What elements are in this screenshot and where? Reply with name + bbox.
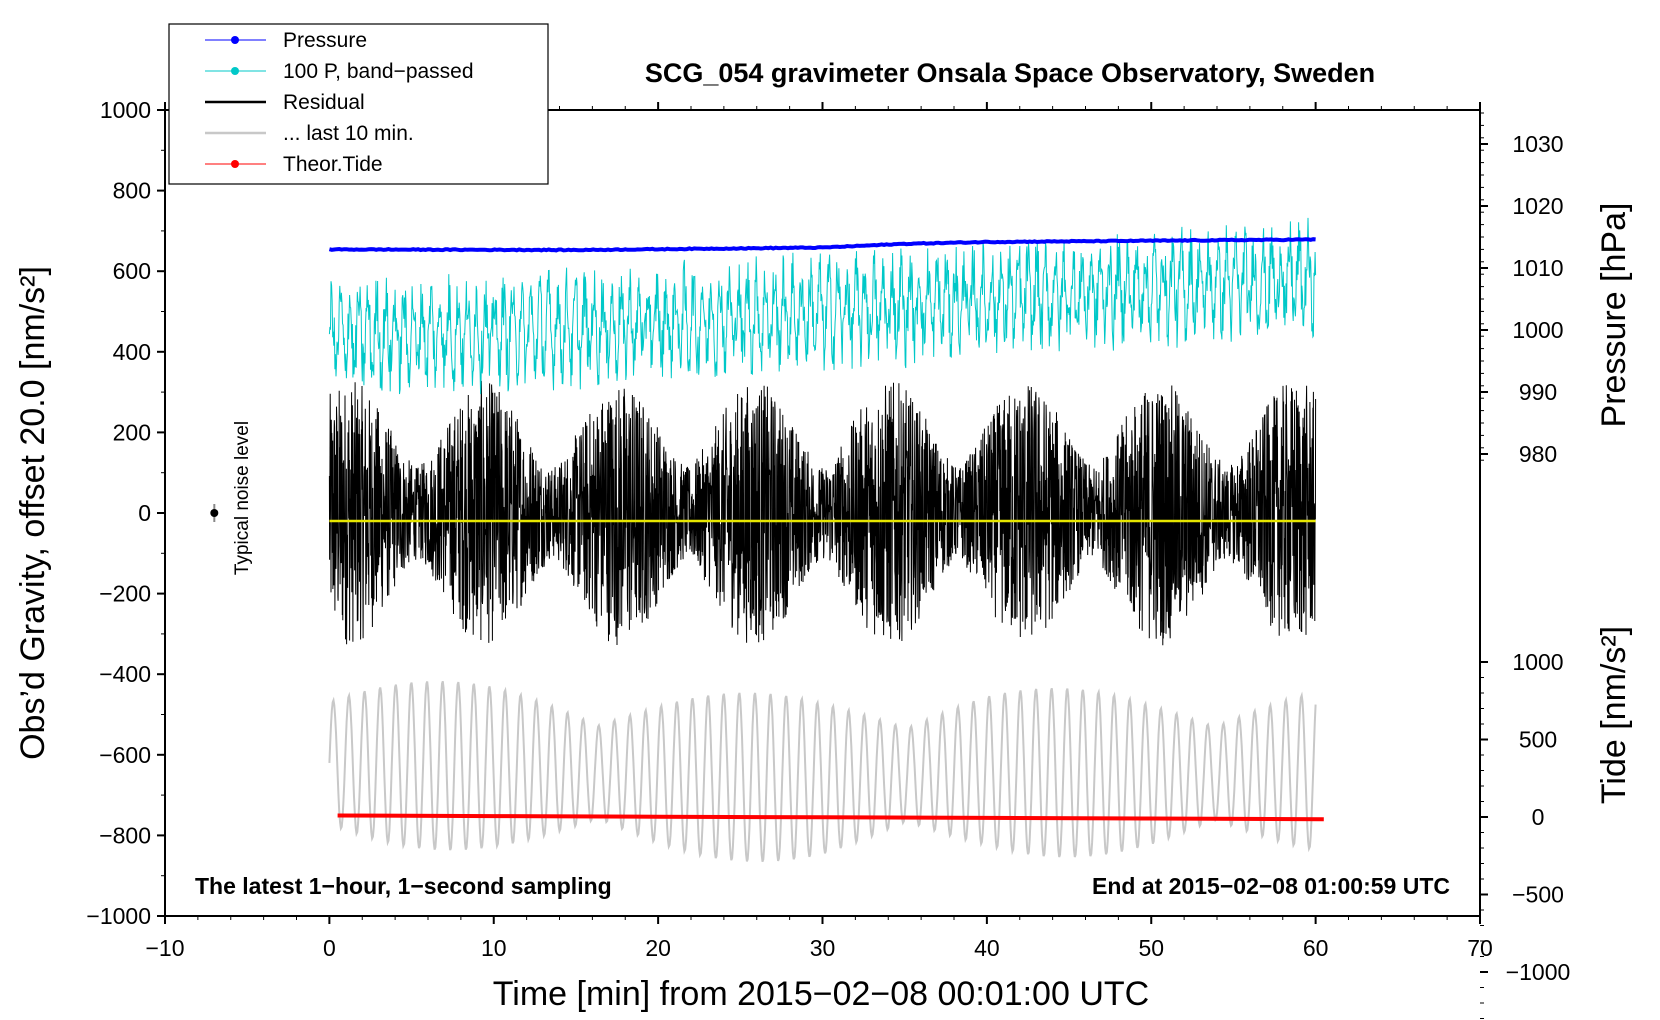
- legend-label-residual: Residual: [283, 91, 365, 114]
- y-tick-label: −400: [99, 661, 151, 687]
- legend-label-last-10-min: ... last 10 min.: [283, 122, 414, 145]
- chart-title: SCG_054 gravimeter Onsala Space Observat…: [645, 58, 1375, 88]
- theor-tide-line: [337, 813, 1324, 822]
- legend-box: [168, 23, 549, 185]
- noise-dot: [210, 509, 219, 517]
- legend-entry-pressure: Pressure: [205, 29, 367, 52]
- x-tick-label: 60: [1303, 935, 1329, 961]
- y-axis-label-tide: Tide [nm/s²]: [1595, 626, 1633, 804]
- x-tick-label: 70: [1467, 935, 1493, 961]
- x-tick-label: 30: [810, 935, 836, 961]
- y-tick-label: −800: [99, 822, 151, 848]
- x-axis-label: Time [min] from 2015−02−08 00:01:00 UTC: [493, 975, 1149, 1013]
- legend-label-band-passed: 100 P, band−passed: [283, 60, 474, 83]
- legend-entry-band-passed: 100 P, band−passed: [205, 60, 474, 83]
- y-tick-label: 400: [113, 339, 151, 365]
- x-tick-label: 10: [481, 935, 507, 961]
- legend-marker-band-passed: [231, 67, 239, 75]
- y-tick-label: −600: [99, 742, 151, 768]
- legend-marker-pressure: [231, 36, 239, 44]
- x-tick-label: 50: [1138, 935, 1164, 961]
- legend-marker-theor-tide: [231, 160, 239, 168]
- x-tick-label: 20: [645, 935, 671, 961]
- x-tick-label: 0: [323, 935, 336, 961]
- y-axis-label-pressure: Pressure [hPa]: [1595, 203, 1633, 428]
- pressure-tick-label: 1030: [1512, 131, 1563, 157]
- tide-tick-label: −1000: [1506, 959, 1571, 985]
- tide-tick-label: 1000: [1512, 649, 1563, 675]
- y-axis-left: 1000 800 600 400 200 0 −200 −400 −600 −800 −1000: [86, 97, 165, 929]
- y-tick-label: 1000: [100, 97, 151, 123]
- y-tick-label: 600: [113, 258, 151, 284]
- series-theor-tide: [337, 813, 1324, 822]
- pressure-tick-label: 990: [1519, 379, 1557, 405]
- pressure-tick-label: 1010: [1512, 255, 1563, 281]
- tide-tick-label: 0: [1532, 804, 1545, 830]
- legend-label-theor-tide: Theor.Tide: [283, 153, 383, 176]
- x-tick-label: 40: [974, 935, 1000, 961]
- y-tick-label: 200: [113, 419, 151, 445]
- y-tick-label: −200: [99, 581, 151, 607]
- y-tick-label: −1000: [86, 903, 151, 929]
- legend-entry-theor-tide: Theor.Tide: [205, 153, 383, 176]
- noise-marker: Typical noise level: [210, 421, 253, 575]
- pressure-tick-label: 980: [1519, 441, 1557, 467]
- pressure-line: [328, 237, 1316, 253]
- series-last-10-min: [328, 680, 1317, 863]
- legend: Pressure 100 P, band−passed Residual ...…: [168, 23, 549, 185]
- noise-label: Typical noise level: [232, 421, 253, 575]
- residual-line: [328, 380, 1317, 646]
- band-passed-line: [328, 217, 1317, 395]
- y-tick-label: 0: [138, 500, 151, 526]
- x-tick-label: −10: [145, 935, 184, 961]
- y-axis-pressure: 1030 1020 1010 1000 990 980: [1480, 112, 1564, 467]
- legend-entry-last-10-min: ... last 10 min.: [205, 122, 414, 145]
- pressure-tick-label: 1020: [1512, 193, 1563, 219]
- last-10-min-line: [328, 680, 1317, 863]
- series-band-passed-pressure: [328, 217, 1317, 395]
- annotation-sampling: The latest 1−hour, 1−second sampling: [195, 873, 612, 899]
- y-tick-label: 800: [113, 178, 151, 204]
- series-residual: [328, 380, 1317, 646]
- tide-tick-label: −500: [1512, 882, 1564, 908]
- pressure-tick-label: 1000: [1512, 317, 1563, 343]
- legend-entry-residual: Residual: [205, 91, 365, 114]
- tide-tick-label: 500: [1519, 727, 1557, 753]
- series-pressure: [328, 237, 1316, 253]
- legend-label-pressure: Pressure: [283, 29, 367, 52]
- annotation-end-time: End at 2015−02−08 01:00:59 UTC: [1092, 873, 1450, 899]
- y-axis-label-left: Obs’d Gravity, offset 20.0 [nm/s²]: [14, 266, 52, 760]
